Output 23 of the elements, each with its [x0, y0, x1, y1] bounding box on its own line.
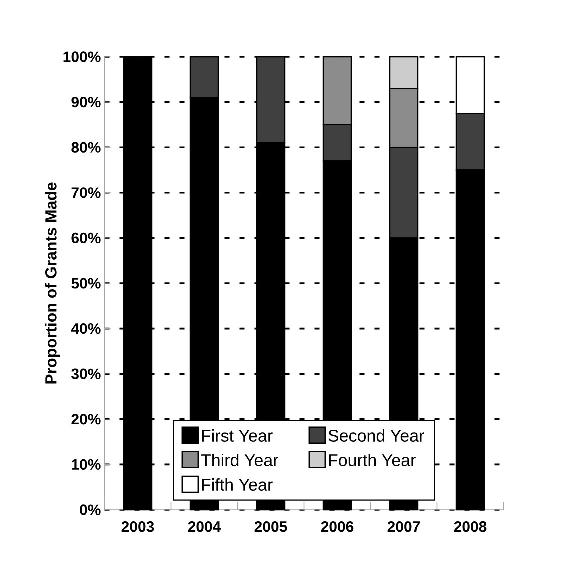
- x-tick-label: 2005: [254, 522, 288, 532]
- y-tick-label: 100%: [64, 52, 101, 62]
- legend-label: First Year: [202, 430, 273, 442]
- x-tick-label: 2006: [321, 522, 354, 532]
- y-tick-label: 50%: [72, 278, 101, 289]
- y-tick-label: 10%: [72, 459, 101, 470]
- y-tick-label: 20%: [72, 414, 101, 425]
- x-tick-label: 2008: [454, 522, 487, 532]
- y-tick-label: 70%: [72, 188, 101, 198]
- x-tick-label: 2007: [388, 522, 420, 532]
- x-tick-label: 2003: [122, 522, 154, 532]
- y-tick-label: 90%: [72, 96, 101, 108]
- legend-label: Second Year: [328, 430, 424, 442]
- y-tick-label: 60%: [72, 232, 101, 244]
- legend-label: Third Year: [201, 454, 279, 466]
- legend-label: Fifth Year: [202, 478, 273, 492]
- y-tick-label: 40%: [71, 323, 101, 334]
- y-tick-label: 30%: [72, 368, 101, 380]
- y-tick-label: 0%: [80, 504, 101, 516]
- y-axis-title: Proportion of Grants Made: [45, 182, 60, 384]
- y-tick-label: 80%: [72, 142, 101, 153]
- legend-label: Fourth Year: [329, 454, 416, 466]
- x-tick-label: 2004: [188, 522, 222, 532]
